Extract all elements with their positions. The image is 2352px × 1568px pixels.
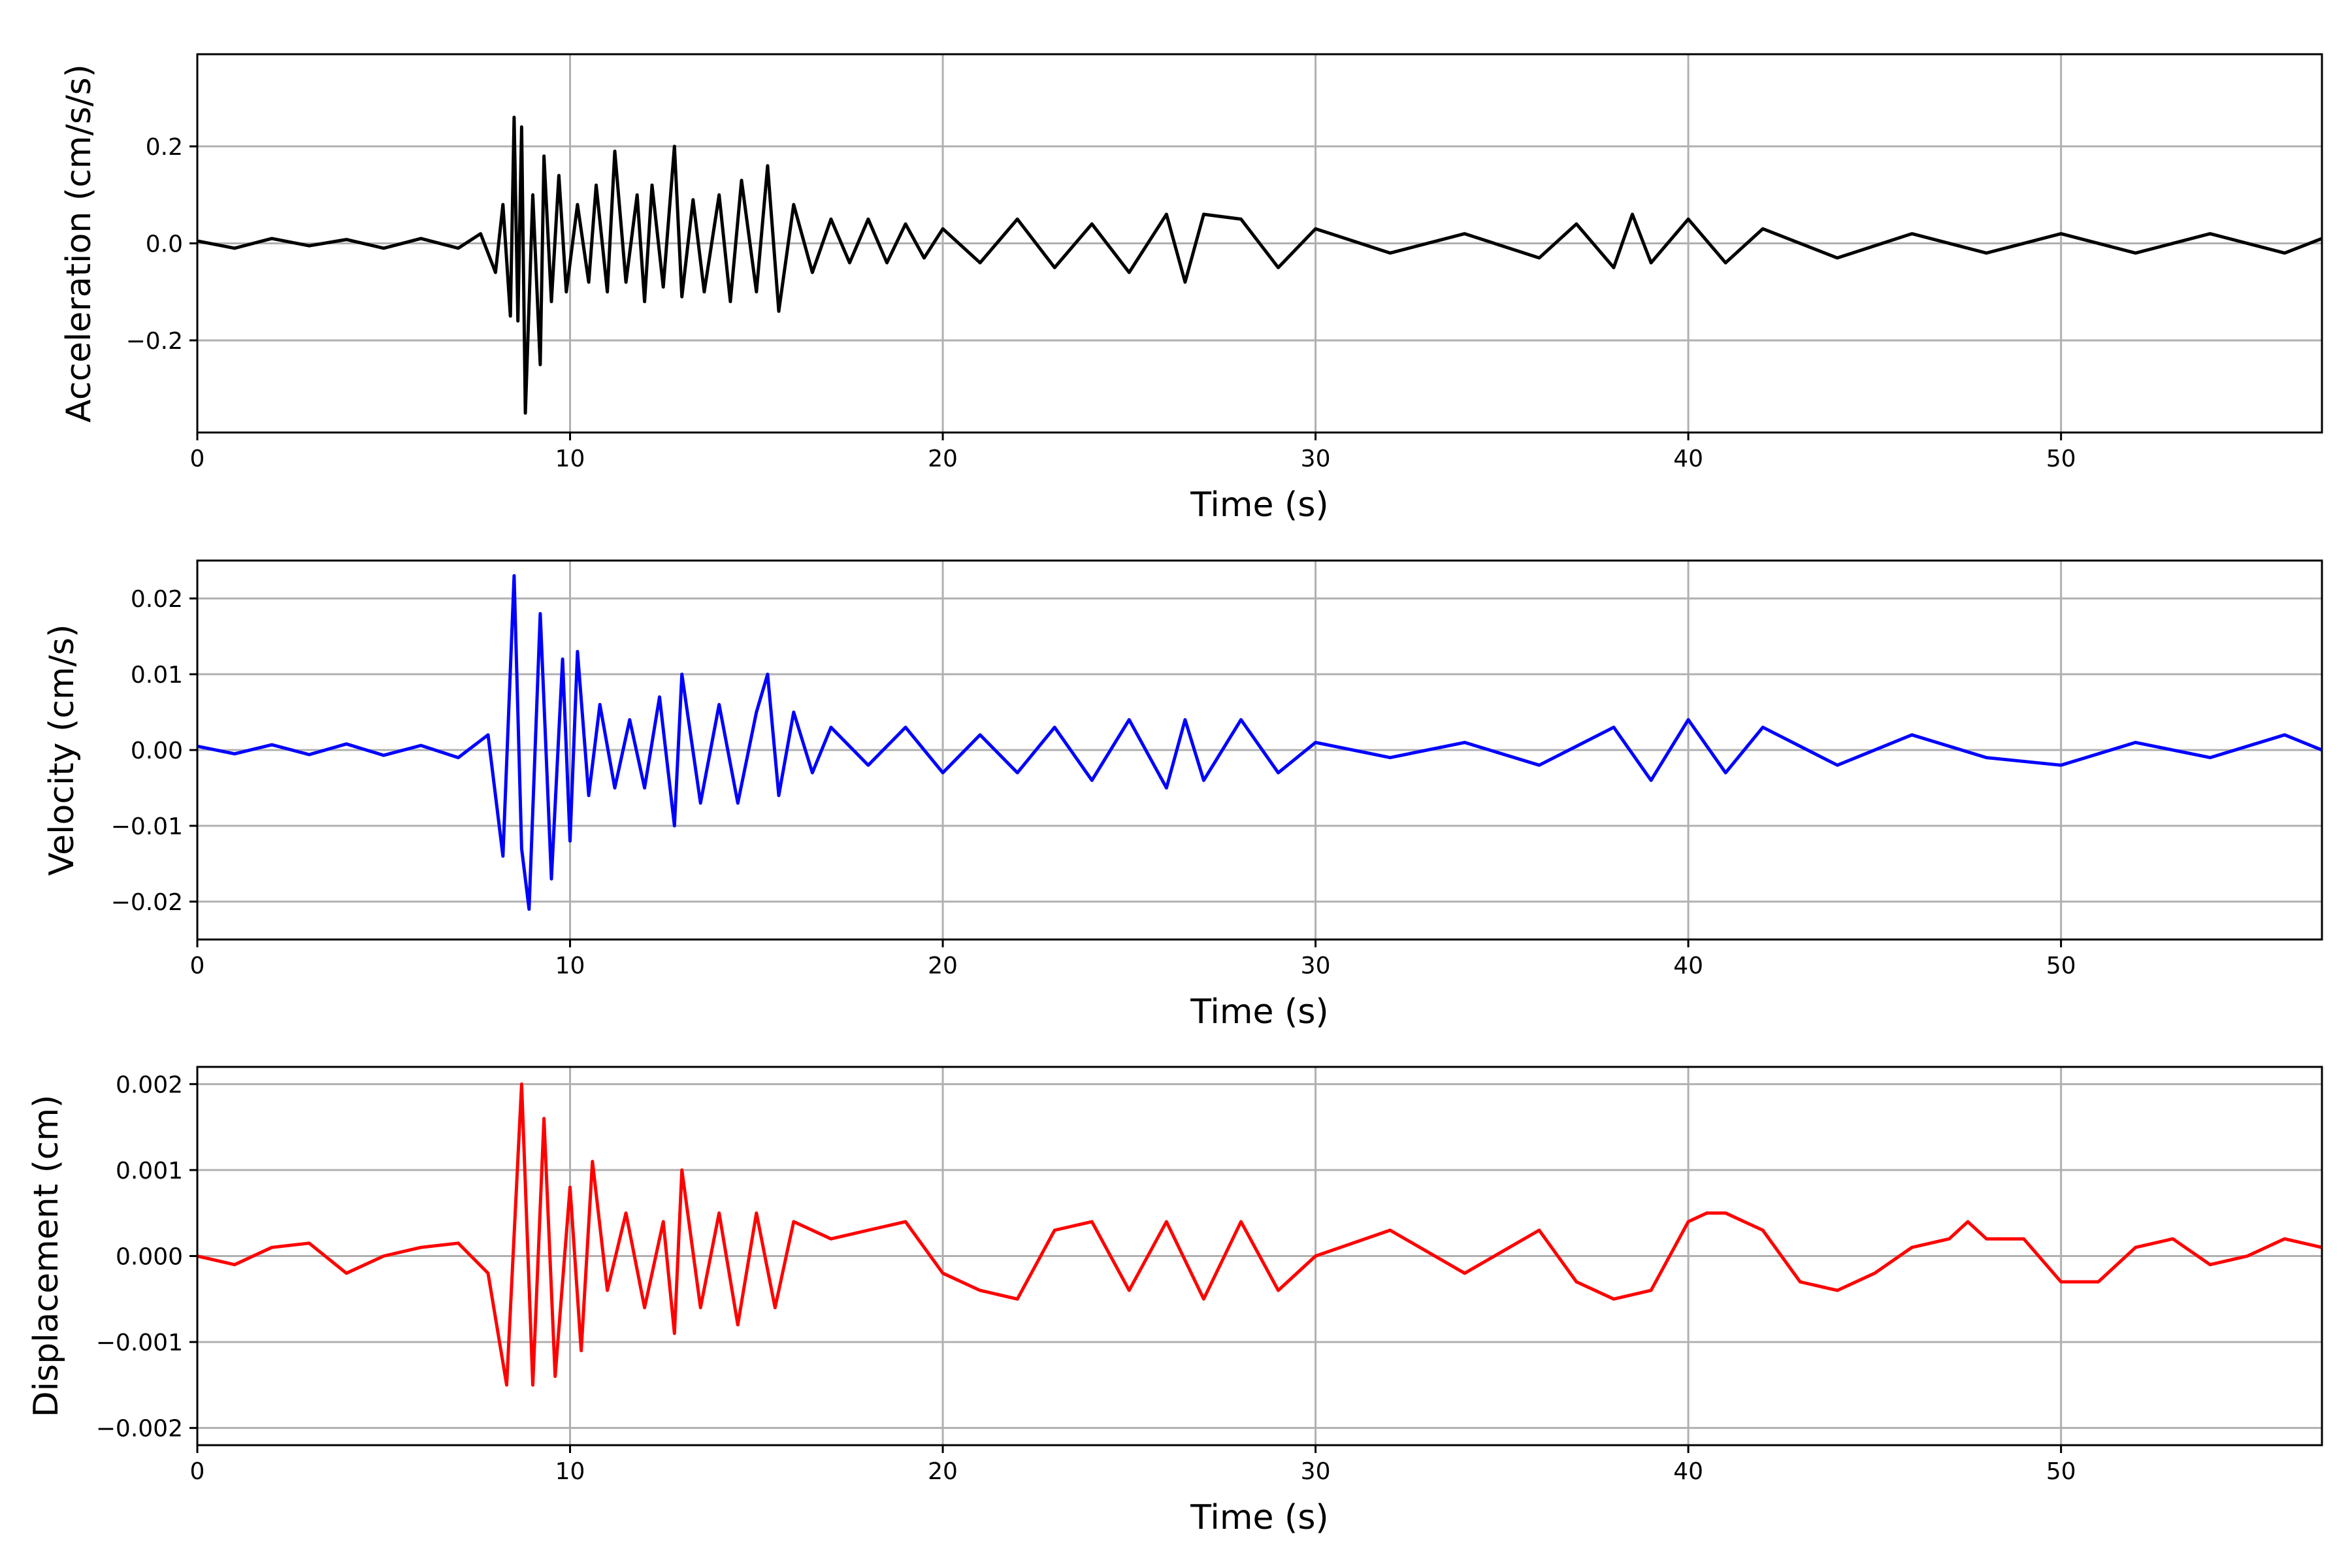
- velocity-y-tick-label: −0.01: [111, 813, 183, 840]
- displacement-x-axis-title: Time (s): [1190, 1498, 1328, 1537]
- displacement-x-tick-label: 20: [928, 1458, 958, 1485]
- acceleration-x-tick-label: 10: [555, 446, 585, 472]
- acceleration-y-tick-label: −0.2: [126, 328, 183, 355]
- acceleration-y-axis-title: Acceleration (cm/s/s): [59, 64, 99, 423]
- displacement-y-tick-label: −0.002: [96, 1416, 183, 1443]
- displacement-y-tick-label: −0.001: [96, 1330, 183, 1356]
- acceleration-x-tick-label: 0: [190, 446, 205, 472]
- displacement-y-axis-title: Displacement (cm): [27, 1095, 66, 1418]
- velocity-panel: 0 10 20 30 40 50 −0.02 −0.01 0.00 0.01 0.02 Time (s…: [42, 559, 2323, 1032]
- displacement-y-tick-label: 0.000: [116, 1244, 183, 1271]
- displacement-y-tick-label: 0.002: [116, 1071, 183, 1098]
- acceleration-x-tick-label: 20: [928, 446, 958, 472]
- displacement-series-line: [197, 1082, 2322, 1387]
- acceleration-x-tick-label: 40: [1673, 446, 1703, 472]
- velocity-x-tick-label: 50: [2046, 953, 2076, 979]
- acceleration-x-axis-title: Time (s): [1190, 485, 1328, 525]
- velocity-x-tick-label: 20: [928, 953, 958, 979]
- velocity-x-tick-label: 0: [190, 953, 205, 979]
- displacement-x-tick-label: 30: [1301, 1458, 1331, 1485]
- displacement-panel: 0 10 20 30 40 50 −0.002 −0.001 0.000 0.001 0.002 Ti…: [27, 1066, 2323, 1537]
- acceleration-x-tick-label: 30: [1301, 446, 1331, 472]
- displacement-x-tick-label: 40: [1673, 1458, 1703, 1485]
- velocity-x-tick-label: 40: [1673, 953, 1703, 979]
- velocity-y-tick-label: 0.02: [131, 586, 183, 613]
- velocity-x-axis-title: Time (s): [1190, 992, 1328, 1032]
- displacement-x-tick-label: 0: [190, 1458, 205, 1485]
- acceleration-y-tick-label: 0.0: [146, 231, 183, 258]
- acceleration-x-tick-label: 50: [2046, 446, 2076, 472]
- displacement-x-tick-label: 50: [2046, 1458, 2076, 1485]
- velocity-x-tick-label: 30: [1301, 953, 1331, 979]
- velocity-y-tick-label: 0.00: [131, 738, 183, 764]
- velocity-x-tick-label: 10: [555, 953, 585, 979]
- velocity-series-line: [197, 574, 2322, 911]
- acceleration-panel: 0 10 20 30 40 50 −0.2 0.0 0.2 Time (s) Acceleratio…: [59, 53, 2323, 525]
- velocity-y-axis-title: Velocity (cm/s): [42, 625, 82, 876]
- velocity-y-tick-label: 0.01: [131, 662, 183, 689]
- velocity-y-tick-label: −0.02: [111, 889, 183, 916]
- acceleration-series-line: [197, 116, 2322, 415]
- acceleration-y-tick-label: 0.2: [146, 134, 183, 161]
- displacement-x-tick-label: 10: [555, 1458, 585, 1485]
- displacement-y-tick-label: 0.001: [116, 1158, 183, 1184]
